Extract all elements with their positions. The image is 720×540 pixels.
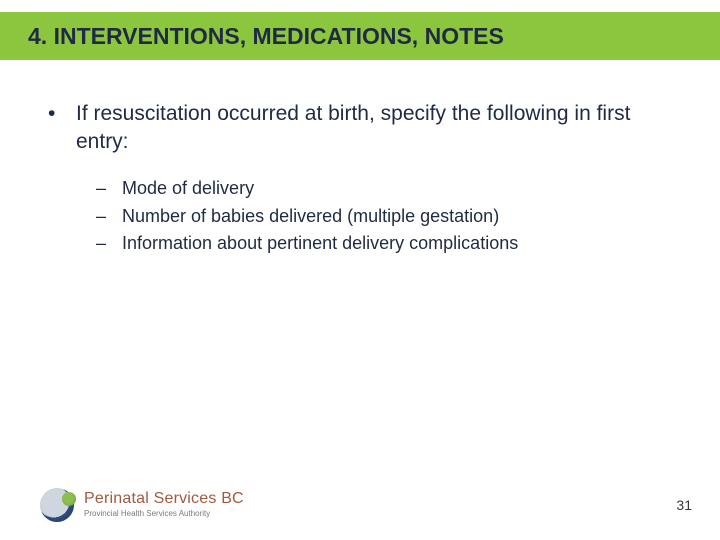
brand-sub: Provincial Health Services Authority xyxy=(84,510,244,518)
slide: 4. INTERVENTIONS, MEDICATIONS, NOTES • I… xyxy=(0,0,720,540)
dash-icon: – xyxy=(96,203,122,231)
brand-main: Perinatal Services BC xyxy=(84,491,244,508)
sub-bullet: – Information about pertinent delivery c… xyxy=(96,230,680,258)
dash-icon: – xyxy=(96,230,122,258)
main-bullet: • If resuscitation occurred at birth, sp… xyxy=(48,100,680,157)
sub-bullet-text: Information about pertinent delivery com… xyxy=(122,230,518,258)
sub-bullet: – Mode of delivery xyxy=(96,175,680,203)
sub-bullet-list: – Mode of delivery – Number of babies de… xyxy=(96,175,680,259)
title-bar: 4. INTERVENTIONS, MEDICATIONS, NOTES xyxy=(0,12,720,60)
bullet-dot-icon: • xyxy=(48,100,76,157)
brand-text: Perinatal Services BC Provincial Health … xyxy=(84,491,244,518)
main-bullet-text: If resuscitation occurred at birth, spec… xyxy=(76,100,680,157)
footer: Perinatal Services BC Provincial Health … xyxy=(0,488,720,522)
sub-bullet-text: Number of babies delivered (multiple ges… xyxy=(122,203,499,231)
page-number: 31 xyxy=(676,497,692,513)
content-area: • If resuscitation occurred at birth, sp… xyxy=(40,100,680,258)
logo-icon xyxy=(40,488,74,522)
sub-bullet-text: Mode of delivery xyxy=(122,175,254,203)
sub-bullet: – Number of babies delivered (multiple g… xyxy=(96,203,680,231)
slide-title: 4. INTERVENTIONS, MEDICATIONS, NOTES xyxy=(28,23,504,50)
brand-logo: Perinatal Services BC Provincial Health … xyxy=(40,488,244,522)
dash-icon: – xyxy=(96,175,122,203)
